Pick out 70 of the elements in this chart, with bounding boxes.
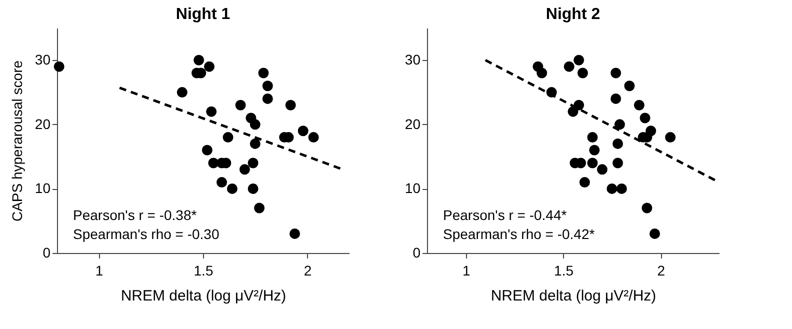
point: [298, 126, 308, 136]
x-tick-label: 1: [462, 262, 471, 278]
y-tick-label: 10: [34, 180, 51, 196]
point: [250, 138, 260, 149]
chart-title: Night 1: [176, 6, 230, 23]
x-tick-label: 2: [304, 262, 312, 278]
point: [262, 93, 273, 104]
point: [54, 61, 64, 72]
point: [642, 202, 652, 214]
point: [235, 100, 246, 110]
point: [612, 158, 624, 168]
point: [610, 93, 622, 104]
point: [596, 164, 608, 175]
y-tick-label: 0: [412, 244, 421, 260]
point: [606, 183, 618, 194]
point: [610, 68, 622, 78]
point: [250, 119, 260, 130]
y-tick-label: 20: [34, 116, 51, 132]
point: [248, 158, 258, 168]
point: [290, 228, 300, 239]
point: [254, 202, 265, 214]
x-tick-label: 2: [657, 262, 666, 278]
y-tick-label: 20: [404, 116, 421, 132]
point: [194, 54, 204, 66]
point: [262, 80, 273, 92]
point: [258, 68, 269, 78]
point: [176, 87, 188, 98]
point: [308, 132, 319, 143]
point: [665, 132, 676, 143]
point: [587, 132, 598, 143]
y-axis-title: CAPS hyperarousal score: [8, 60, 25, 222]
annotation: Spearman's rho = -0.30: [73, 226, 220, 242]
point: [616, 183, 627, 194]
point: [202, 144, 212, 156]
point: [239, 164, 250, 175]
point: [646, 126, 656, 136]
point: [536, 68, 548, 78]
point: [614, 119, 625, 130]
annotation: Spearman's rho = -0.42*: [443, 226, 596, 242]
point: [587, 158, 598, 168]
point: [248, 183, 258, 194]
point: [589, 144, 600, 156]
y-tick-label: 30: [404, 52, 421, 68]
chart-title: Night 2: [546, 6, 600, 23]
y-tick-label: 10: [404, 180, 421, 196]
point: [216, 177, 228, 188]
x-tick-label: 1: [95, 262, 104, 278]
point: [204, 61, 214, 72]
point: [226, 183, 238, 194]
annotation: Pearson's r = -0.44*: [443, 207, 568, 223]
point: [285, 100, 296, 110]
point: [222, 132, 234, 143]
x-tick-label: 1.5: [194, 262, 214, 278]
x-tick-label: 1.5: [554, 262, 574, 278]
point: [577, 68, 588, 78]
y-tick-label: 30: [34, 52, 51, 68]
point: [574, 54, 584, 66]
point: [579, 177, 590, 188]
point: [564, 61, 574, 72]
point: [634, 100, 644, 110]
annotation: Pearson's r = -0.38*: [73, 207, 198, 223]
point: [612, 138, 624, 149]
x-axis-title: NREM delta (log μV²/Hz): [490, 288, 656, 304]
point: [568, 106, 578, 117]
point: [624, 80, 635, 92]
x-axis-title: NREM delta (log μV²/Hz): [120, 288, 286, 304]
point: [640, 112, 650, 124]
point: [650, 228, 660, 239]
point: [206, 106, 217, 117]
y-tick-label: 0: [42, 244, 51, 260]
